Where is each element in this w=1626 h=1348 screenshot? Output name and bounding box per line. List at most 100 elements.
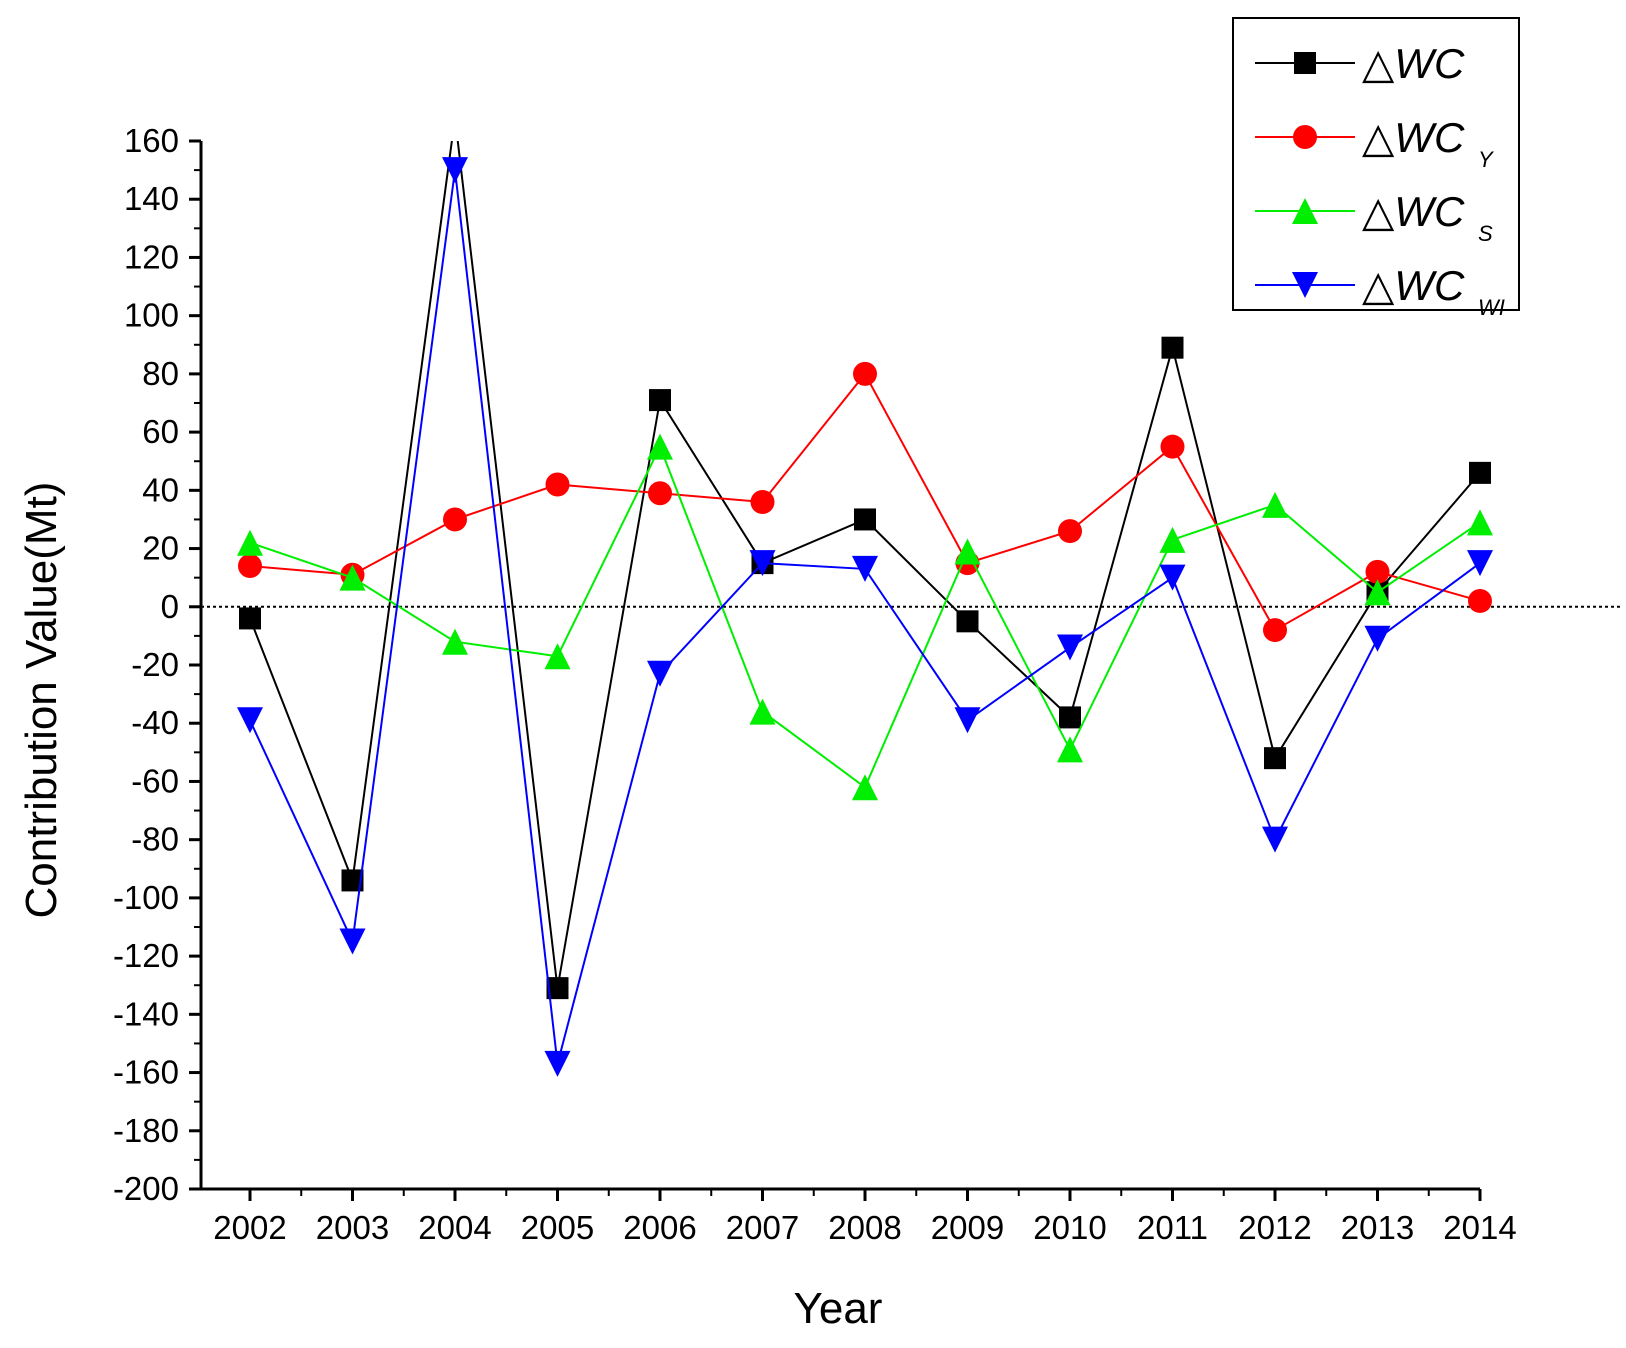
- data-point: [546, 977, 569, 1000]
- data-point: [1160, 434, 1185, 459]
- series-4: [237, 157, 1493, 1077]
- x-tick-label: 2003: [316, 1209, 389, 1246]
- y-tick-label: 60: [142, 413, 179, 450]
- y-tick-label: 0: [161, 588, 179, 625]
- data-point: [749, 550, 776, 577]
- data-point: [749, 698, 776, 725]
- data-point: [1159, 526, 1186, 553]
- y-tick-label: 20: [142, 530, 179, 567]
- data-point: [341, 869, 364, 892]
- series-2: [238, 361, 1492, 643]
- legend-label-subscript: S: [1478, 221, 1493, 246]
- series-layer: [237, 107, 1493, 1077]
- legend-label-subscript: WI: [1478, 295, 1505, 320]
- legend-box: [1232, 17, 1520, 311]
- legend-marker: [1293, 125, 1317, 149]
- data-point: [443, 507, 467, 532]
- legend-label: △WC: [1362, 188, 1465, 235]
- y-tick-label: 160: [124, 122, 179, 159]
- data-point: [852, 774, 878, 801]
- data-point: [954, 538, 981, 565]
- series-line: [249, 444, 1481, 789]
- y-tick-label: -40: [131, 704, 179, 741]
- data-point: [647, 660, 673, 687]
- legend-label: △WC: [1362, 262, 1465, 309]
- y-tick-label: -200: [113, 1170, 179, 1207]
- legend-marker: [1292, 272, 1318, 298]
- series-line: [249, 372, 1481, 632]
- data-point: [442, 628, 468, 655]
- y-tick-label: -20: [131, 646, 179, 683]
- x-tick-label: 2013: [1341, 1209, 1414, 1246]
- legend-label: △WC: [1362, 40, 1465, 87]
- data-point: [237, 707, 263, 734]
- y-tick-label: 140: [124, 180, 179, 217]
- data-point: [954, 707, 981, 734]
- x-tick-label: 2007: [726, 1209, 799, 1246]
- x-axis-title: Year: [794, 1284, 883, 1333]
- data-point: [1058, 519, 1082, 544]
- data-point: [442, 157, 468, 184]
- data-point: [1262, 491, 1288, 518]
- data-point: [444, 107, 466, 129]
- data-point: [238, 554, 262, 579]
- data-point: [1467, 509, 1493, 536]
- y-tick-label: 40: [142, 471, 179, 508]
- data-point: [339, 564, 366, 591]
- data-point: [239, 607, 261, 630]
- data-point: [853, 361, 877, 386]
- data-point: [649, 389, 671, 412]
- y-tick-label: -100: [113, 879, 179, 916]
- legend-item: △WC Y: [1255, 114, 1494, 172]
- legend-label: △WC: [1362, 114, 1465, 161]
- legend-label-subscript: Y: [1478, 147, 1494, 172]
- data-point: [1159, 564, 1186, 591]
- data-point: [1364, 579, 1391, 606]
- y-tick-label: -80: [131, 821, 179, 858]
- data-point: [237, 529, 263, 556]
- data-point: [339, 928, 366, 955]
- data-point: [647, 433, 673, 460]
- x-tick-label: 2008: [828, 1209, 901, 1246]
- x-tick-label: 2010: [1033, 1209, 1106, 1246]
- y-axis: -200-180-160-140-120-100-80-60-40-200204…: [113, 122, 203, 1207]
- x-tick-label: 2004: [418, 1209, 491, 1246]
- data-point: [1364, 625, 1391, 652]
- data-point: [1057, 634, 1083, 661]
- series-3: [237, 433, 1493, 801]
- data-point: [648, 481, 672, 506]
- data-point: [545, 472, 570, 497]
- y-tick-label: 120: [124, 238, 179, 275]
- x-tick-label: 2014: [1443, 1209, 1516, 1246]
- y-tick-label: -160: [113, 1054, 179, 1091]
- data-point: [1057, 736, 1083, 763]
- legend-item: △WC S: [1255, 188, 1493, 246]
- data-point: [854, 508, 876, 531]
- legend-item: △WC: [1255, 40, 1465, 87]
- data-point: [1263, 618, 1287, 643]
- data-point: [1059, 706, 1081, 729]
- legend-item: △WC WI: [1255, 262, 1505, 320]
- x-tick-label: 2002: [213, 1209, 286, 1246]
- x-tick-label: 2011: [1137, 1209, 1208, 1246]
- y-tick-label: 100: [124, 297, 179, 334]
- legend-marker: [1292, 198, 1318, 224]
- y-tick-label: -140: [113, 995, 179, 1032]
- y-tick-label: 80: [142, 355, 179, 392]
- y-axis-title: Contribution Value(Mt): [17, 482, 66, 919]
- x-axis: 2002 2003 2004 2005 2006 2007 2008 2009 2010 2011…: [201, 1187, 1517, 1246]
- data-point: [1161, 336, 1184, 359]
- data-point: [1469, 461, 1491, 484]
- y-tick-label: -120: [113, 937, 179, 974]
- data-point: [1264, 747, 1286, 770]
- data-point: [750, 489, 775, 514]
- data-point: [1467, 550, 1493, 577]
- y-tick-label: -180: [113, 1112, 179, 1149]
- data-point: [956, 610, 979, 633]
- x-tick-label: 2006: [623, 1209, 696, 1246]
- x-tick-label: 2012: [1238, 1209, 1311, 1246]
- data-point: [852, 555, 878, 582]
- data-point: [1262, 826, 1288, 853]
- x-tick-label: 2005: [521, 1209, 594, 1246]
